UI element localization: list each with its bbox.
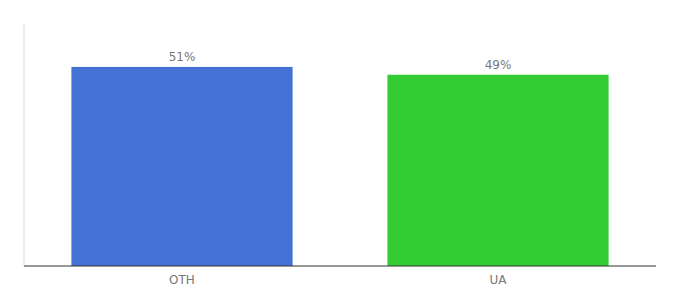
- y-axis-line: [24, 24, 25, 266]
- data-label: 51%: [169, 50, 196, 64]
- x-axis: [24, 265, 656, 266]
- x-tick-label: UA: [490, 273, 508, 287]
- chart-container: OTH UA 51% 49%: [0, 0, 680, 300]
- x-tick-label: OTH: [169, 273, 195, 287]
- chart: OTH UA 51% 49%: [0, 0, 680, 300]
- bar: [387, 75, 608, 266]
- bars: [71, 67, 608, 266]
- bar: [71, 67, 292, 266]
- data-label: 49%: [485, 58, 512, 72]
